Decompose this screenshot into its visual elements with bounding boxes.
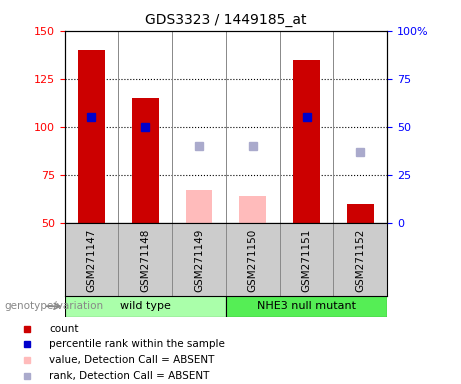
Text: NHE3 null mutant: NHE3 null mutant (257, 301, 356, 311)
Text: wild type: wild type (120, 301, 171, 311)
Bar (347, 204, 374, 223)
FancyBboxPatch shape (65, 296, 226, 317)
Bar (239, 196, 266, 223)
Text: genotype/variation: genotype/variation (5, 301, 104, 311)
Text: count: count (49, 324, 78, 334)
Text: value, Detection Call = ABSENT: value, Detection Call = ABSENT (49, 355, 214, 365)
Bar (78, 50, 105, 223)
Text: GSM271149: GSM271149 (194, 228, 204, 292)
Bar (293, 60, 320, 223)
Text: GSM271148: GSM271148 (140, 228, 150, 292)
Text: GSM271151: GSM271151 (301, 228, 312, 292)
Text: percentile rank within the sample: percentile rank within the sample (49, 339, 225, 349)
Bar (132, 98, 159, 223)
Title: GDS3323 / 1449185_at: GDS3323 / 1449185_at (145, 13, 307, 27)
Text: GSM271147: GSM271147 (86, 228, 96, 292)
Text: GSM271152: GSM271152 (355, 228, 366, 292)
FancyBboxPatch shape (226, 296, 387, 317)
Text: rank, Detection Call = ABSENT: rank, Detection Call = ABSENT (49, 371, 209, 381)
Text: GSM271150: GSM271150 (248, 228, 258, 292)
Bar (185, 190, 213, 223)
